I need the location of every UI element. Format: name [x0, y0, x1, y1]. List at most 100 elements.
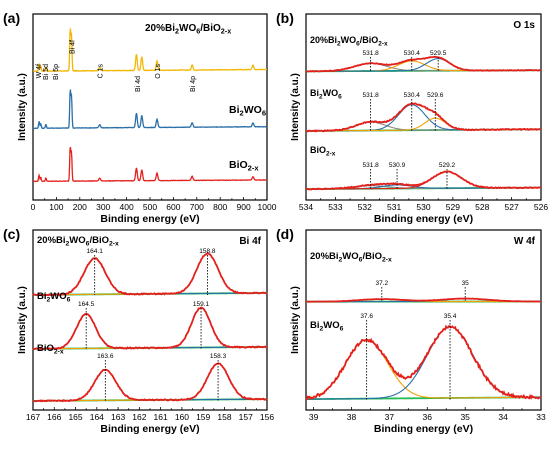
x-tick-label: 158: [217, 412, 231, 422]
sample-label: Bi2WO6: [310, 320, 344, 333]
raw-spectrum: [305, 102, 542, 133]
x-tick-label: 162: [132, 412, 146, 422]
peak-value: 531.8: [362, 92, 379, 99]
x-axis-label: Binding energy (eV): [374, 213, 473, 225]
x-tick-label: 526: [534, 202, 548, 212]
x-tick-label: 530: [416, 202, 430, 212]
x-axis-label: Binding energy (eV): [100, 213, 199, 225]
peak-value: 530.4: [404, 50, 421, 57]
y-axis-label: Intensity (a.u.): [290, 286, 301, 354]
raw-spectrum: [305, 170, 542, 191]
x-tick-label: 1000: [258, 202, 277, 212]
panel-title: O 1s: [513, 20, 535, 31]
panel-title: Bi 4f: [239, 236, 261, 247]
x-tick-label: 600: [166, 202, 180, 212]
panel-letter: (a): [3, 10, 20, 26]
peak-label: O 1s: [155, 64, 162, 79]
x-tick-label: 528: [475, 202, 489, 212]
component-peak: [32, 362, 268, 402]
sample-label: BiO2-x: [37, 343, 64, 356]
peak-value: 164.5: [78, 301, 95, 308]
component-peak: [32, 252, 268, 296]
x-tick-label: 156: [260, 412, 274, 422]
panel-letter: (b): [276, 10, 294, 26]
x-tick-label: 159: [196, 412, 210, 422]
peak-value: 158.8: [199, 248, 216, 255]
component-peak: [305, 104, 542, 132]
panel-a: 0 100 200 300 400 500 600 700 800 900 1000 Binding …: [3, 10, 277, 225]
survey-line: [32, 89, 268, 130]
x-tick-label: 33: [536, 412, 546, 422]
x-tick-label: 166: [47, 412, 61, 422]
sample-label: Bi2WO6: [37, 291, 71, 304]
component-peak: [305, 171, 542, 190]
x-tick-label: 500: [143, 202, 157, 212]
peak-value: 531.8: [362, 162, 379, 169]
peak-value: 37.2: [375, 280, 388, 287]
peak-label: Bi 5p: [53, 64, 60, 80]
x-tick-label: 160: [175, 412, 189, 422]
x-tick-label: 532: [358, 202, 372, 212]
raw-spectrum: [305, 297, 542, 303]
survey-line: [32, 146, 268, 183]
x-tick-label: 533: [328, 202, 342, 212]
peak-value: 529.2: [439, 162, 456, 169]
peak-value: 164.1: [87, 248, 104, 255]
panel-d: 39 38 37 36 35 34 33 Binding energy (eV) Intensi…: [276, 226, 546, 435]
peak-value: 530.4: [404, 92, 421, 99]
x-tick-label: 900: [237, 202, 251, 212]
x-tick-label: 167: [26, 412, 40, 422]
x-tick-label: 200: [73, 202, 87, 212]
x-tick-label: 163: [111, 412, 125, 422]
raw-spectrum: [305, 324, 542, 401]
x-tick-label: 300: [96, 202, 110, 212]
raw-spectrum: [32, 362, 268, 403]
series-label: Bi2WO6: [229, 104, 266, 118]
x-axis-label: Binding energy (eV): [374, 423, 473, 435]
peak-value: 529.6: [427, 92, 444, 99]
peak-value: 35.4: [444, 313, 457, 320]
raw-spectrum: [305, 55, 542, 73]
survey-line: [32, 28, 268, 73]
raw-spectrum: [32, 251, 268, 297]
sample-label: 20%Bi2WO6/BiO2-x: [310, 35, 388, 48]
peak-label: Bi 4d: [135, 76, 142, 92]
peak-label: C 1s: [98, 64, 105, 79]
x-tick-label: 165: [68, 412, 82, 422]
series-label: 20%Bi2WO6/BiO2-x: [145, 23, 231, 36]
sample-label: 20%Bi2WO6/BiO2-x: [37, 235, 119, 248]
y-axis-label: Intensity (a.u.): [290, 73, 301, 141]
x-tick-label: 38: [347, 412, 357, 422]
x-tick-label: 100: [49, 202, 63, 212]
peak-value: 37.6: [360, 313, 373, 320]
series-label: BiO2-x: [229, 159, 259, 173]
x-axis-label: Binding energy (eV): [100, 423, 199, 435]
peak-label: Bi 5d: [43, 64, 50, 80]
x-tick-label: 37: [385, 412, 395, 422]
panel-title: W 4f: [514, 236, 536, 247]
peak-value: 163.6: [97, 353, 114, 360]
x-tick-label: 800: [213, 202, 227, 212]
panel-b: 534 533 532 531 530 529 528 527 526 Binding energ…: [276, 10, 548, 225]
y-axis-label: Intensity (a.u.): [17, 286, 28, 354]
plot-frame: [305, 229, 542, 411]
x-tick-label: 36: [423, 412, 433, 422]
panel-letter: (c): [3, 226, 20, 242]
peak-value: 159.1: [193, 301, 210, 308]
x-tick-label: 164: [90, 412, 104, 422]
x-tick-label: 700: [190, 202, 204, 212]
x-tick-label: 34: [498, 412, 508, 422]
x-tick-label: 527: [505, 202, 519, 212]
x-tick-label: 35: [460, 412, 470, 422]
x-tick-label: 529: [446, 202, 460, 212]
component-peak: [305, 326, 541, 400]
peak-value: 529.5: [430, 50, 447, 57]
x-tick-label: 531: [387, 202, 401, 212]
sample-label: BiO2-x: [310, 145, 336, 158]
panel-letter: (d): [276, 226, 294, 242]
sample-label: 20%Bi2WO6/BiO2-x: [310, 251, 392, 264]
peak-value: 530.9: [389, 162, 406, 169]
peak-label: W 4f: [36, 64, 43, 78]
peak-value: 531.8: [362, 50, 379, 57]
